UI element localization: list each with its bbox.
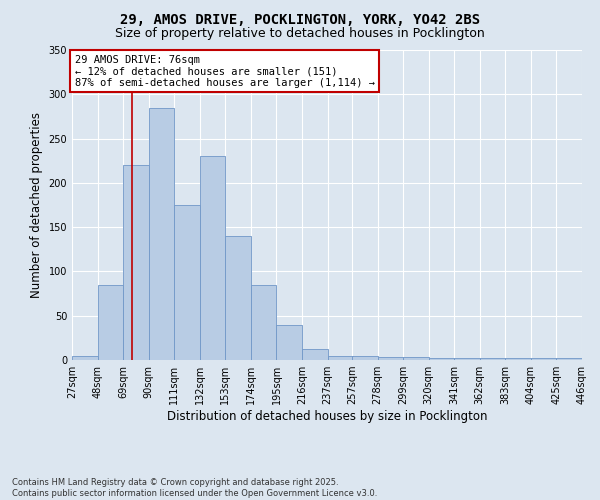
Bar bbox=[302, 350, 328, 360]
Text: 29 AMOS DRIVE: 76sqm
← 12% of detached houses are smaller (151)
87% of semi-deta: 29 AMOS DRIVE: 76sqm ← 12% of detached h… bbox=[74, 54, 374, 88]
Bar bbox=[328, 356, 353, 360]
Bar bbox=[72, 356, 98, 360]
Text: 29, AMOS DRIVE, POCKLINGTON, YORK, YO42 2BS: 29, AMOS DRIVE, POCKLINGTON, YORK, YO42 … bbox=[120, 12, 480, 26]
Bar bbox=[226, 236, 251, 360]
Bar bbox=[123, 165, 149, 360]
Bar bbox=[428, 358, 454, 360]
Text: Size of property relative to detached houses in Pocklington: Size of property relative to detached ho… bbox=[115, 28, 485, 40]
Bar bbox=[98, 284, 123, 360]
Bar bbox=[377, 358, 403, 360]
Bar bbox=[149, 108, 174, 360]
Bar bbox=[352, 356, 377, 360]
Bar bbox=[556, 358, 582, 360]
Bar bbox=[403, 358, 428, 360]
Bar bbox=[200, 156, 226, 360]
Bar bbox=[531, 358, 556, 360]
Bar bbox=[454, 358, 480, 360]
X-axis label: Distribution of detached houses by size in Pocklington: Distribution of detached houses by size … bbox=[167, 410, 487, 423]
Bar bbox=[480, 358, 505, 360]
Y-axis label: Number of detached properties: Number of detached properties bbox=[30, 112, 43, 298]
Bar bbox=[505, 358, 531, 360]
Bar bbox=[251, 284, 277, 360]
Bar bbox=[277, 324, 302, 360]
Text: Contains HM Land Registry data © Crown copyright and database right 2025.
Contai: Contains HM Land Registry data © Crown c… bbox=[12, 478, 377, 498]
Bar bbox=[174, 205, 200, 360]
